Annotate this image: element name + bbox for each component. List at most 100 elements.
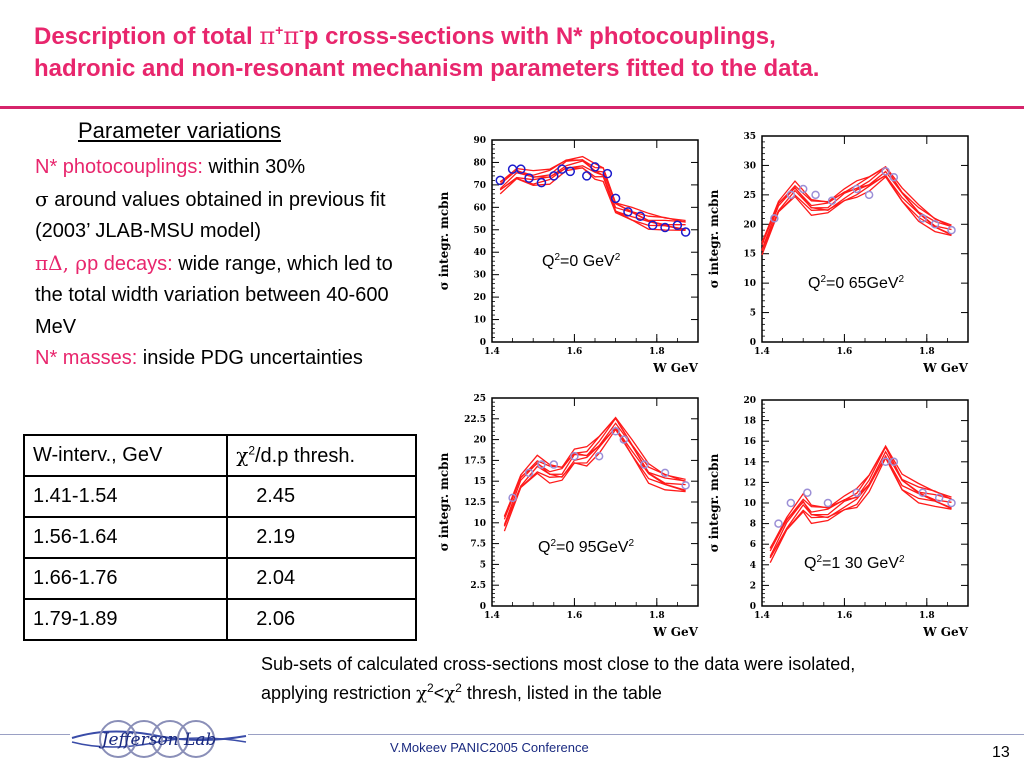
data-point <box>827 196 837 205</box>
model-curve <box>761 175 952 256</box>
x-tick-label: 1.4 <box>484 611 500 621</box>
x-tick-label: 1.6 <box>837 347 853 357</box>
data-point <box>524 173 534 183</box>
y-tick-label: 10 <box>743 279 756 289</box>
row-thresh: 2.06 <box>226 598 417 641</box>
logo-text: Jefferson Lab <box>99 730 217 750</box>
q2-label-sup: 2 <box>554 252 560 263</box>
model-curve <box>499 159 686 223</box>
x-tick-label: 1.6 <box>567 611 583 621</box>
param-heading: Parameter variations <box>78 118 281 143</box>
y-tick-label: 80 <box>473 158 486 168</box>
y-tick-label: 30 <box>473 271 486 281</box>
y-tick-label: 12 <box>743 478 756 488</box>
q2-label-sup: 2 <box>550 538 556 549</box>
y-tick-label: 35 <box>743 132 756 142</box>
y-tick-label: 5 <box>750 309 756 319</box>
data-point <box>889 457 899 467</box>
y-tick-label: 50 <box>473 226 486 236</box>
table-header-row: W-interv., GeV χ2/d.p thresh. <box>22 434 417 477</box>
data-point <box>623 207 633 217</box>
model-curve <box>503 426 686 527</box>
chart-q2-0: 0 10 20 30 40 50 60 70 80 90 1.4 1.6 1.8 W GeV σ integ… <box>437 136 699 375</box>
data-point <box>602 168 613 179</box>
data-point <box>918 214 927 223</box>
row-thresh: 2.04 <box>226 557 417 600</box>
model-curve <box>503 428 686 532</box>
y-tick-label: 12.5 <box>464 498 486 508</box>
q2-label-value: =0 65GeV <box>826 275 899 292</box>
model-curve <box>769 454 952 559</box>
footer-text: V.Mokeev PANIC2005 Conference <box>390 740 589 755</box>
param-list: N* photocouplings: within 30% σ around v… <box>35 152 395 375</box>
y-tick-label: 60 <box>473 203 486 213</box>
y-tick-label: 6 <box>750 540 756 550</box>
model-curve <box>503 417 686 520</box>
x-tick-label: 1.4 <box>754 611 770 621</box>
data-point <box>881 457 890 467</box>
y-tick-label: 20 <box>473 436 486 446</box>
x-axis-label: W GeV <box>652 361 699 375</box>
y-tick-label: 0 <box>480 602 486 612</box>
data-point <box>524 468 534 478</box>
q2-label-sup: 2 <box>820 274 826 285</box>
data-point <box>930 220 940 229</box>
table-row: 1.79-1.89 2.06 <box>22 598 417 641</box>
data-point <box>852 488 862 497</box>
y-tick-label: 16 <box>743 437 756 447</box>
row-interval: 1.79-1.89 <box>22 598 229 641</box>
plot-frame <box>761 135 969 343</box>
slide-title: Description of total π+π-p cross-section… <box>34 22 820 82</box>
param-decays: πΔ, ρp decays: wide range, which led to … <box>35 250 393 338</box>
y-tick-label: 25 <box>473 394 486 404</box>
data-point <box>680 227 691 237</box>
data-point <box>774 519 783 528</box>
x-tick-label: 1.6 <box>837 611 853 621</box>
y-axis-label: σ integr. mcbn <box>707 453 721 552</box>
y-tick-label: 17.5 <box>464 456 486 466</box>
y-tick-label: 25 <box>743 191 756 201</box>
y-axis-label: σ integr. mcbn <box>437 191 451 290</box>
y-tick-label: 70 <box>473 181 486 191</box>
model-curve <box>499 167 686 231</box>
data-point <box>495 175 505 186</box>
x-tick-label: 1.8 <box>649 347 665 357</box>
model-curve <box>761 166 952 246</box>
data-point <box>947 498 956 508</box>
y-tick-label: 10 <box>473 316 486 326</box>
data-point <box>611 427 620 436</box>
row-thresh: 2.19 <box>226 516 417 559</box>
footer-line-left <box>0 734 70 735</box>
q2-label-q: Q <box>538 539 550 556</box>
q2-label-unit-sup: 2 <box>899 554 905 565</box>
x-axis-label: W GeV <box>652 625 699 639</box>
y-tick-label: 8 <box>750 520 756 530</box>
y-tick-label: 22.5 <box>464 415 486 425</box>
data-point <box>570 451 579 461</box>
data-point <box>557 164 567 174</box>
data-point <box>811 190 820 200</box>
data-point <box>672 220 683 231</box>
data-point <box>934 493 944 503</box>
x-tick-label: 1.4 <box>484 347 500 357</box>
y-tick-label: 4 <box>750 561 756 571</box>
data-point <box>798 184 808 194</box>
param-photocouplings: N* photocouplings: within 30% <box>35 156 306 178</box>
model-curve <box>503 417 686 517</box>
y-tick-label: 18 <box>743 417 756 427</box>
model-curve <box>503 416 686 518</box>
q2-label-q: Q <box>804 555 816 572</box>
x-tick-label: 1.4 <box>754 347 770 357</box>
table-row: 1.66-1.76 2.04 <box>22 557 417 600</box>
y-tick-label: 7.5 <box>470 540 486 550</box>
data-point <box>770 214 779 223</box>
model-curve <box>769 444 952 549</box>
page-number: 13 <box>992 744 1010 761</box>
chart-q2-130: 0 2 4 6 8 10 12 14 16 18 20 1.4 1.6 1.8 W GeV σ integr.… <box>707 396 969 639</box>
data-point <box>786 190 796 200</box>
y-tick-label: 90 <box>473 136 486 146</box>
data-point <box>536 177 547 188</box>
param-sigma: σ around values obtained in previous fit… <box>35 186 386 243</box>
data-point <box>549 171 559 181</box>
param-masses: N* masses: inside PDG uncertainties <box>35 347 363 369</box>
